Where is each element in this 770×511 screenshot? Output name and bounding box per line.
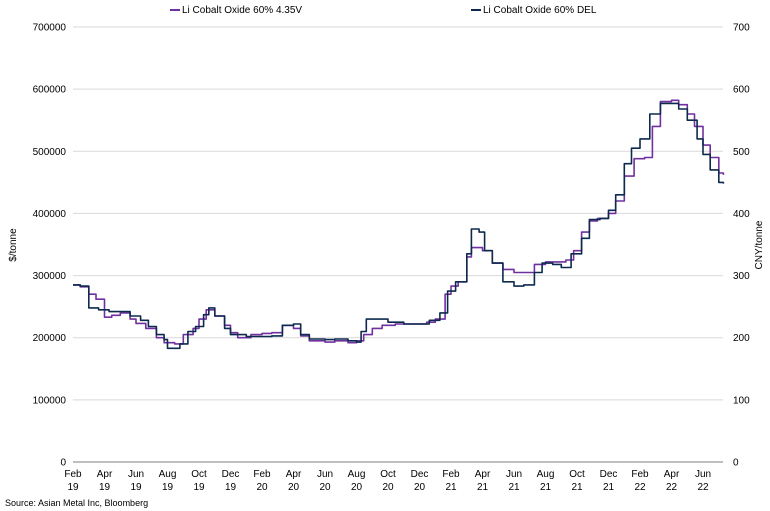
x-tick-year: 19 — [67, 482, 79, 493]
x-tick-year: 21 — [445, 482, 457, 493]
legend-label-series-2: Li Cobalt Oxide 60% DEL — [483, 5, 597, 16]
legend: Li Cobalt Oxide 60% 4.35V Li Cobalt Oxid… — [170, 5, 597, 16]
y-left-tick-label: 300000 — [33, 271, 67, 282]
y-left-tick-label: 100000 — [33, 395, 67, 406]
gridlines — [73, 26, 723, 463]
x-tick-month: Jun — [128, 469, 144, 480]
x-tick-month: Aug — [348, 469, 366, 480]
x-tick-year: 21 — [571, 482, 583, 493]
x-tick-month: Oct — [569, 469, 585, 480]
x-tick-year: 22 — [666, 482, 678, 493]
x-tick-year: 20 — [414, 482, 426, 493]
y-right-tick-label: 100 — [733, 395, 750, 406]
x-tick-year: 19 — [99, 482, 111, 493]
series-lines — [73, 99, 725, 350]
y-right-tick-label: 0 — [733, 458, 739, 469]
series-line-2 — [73, 102, 725, 350]
y-axis-right-title: CNY/tonne — [754, 220, 765, 269]
x-tick-year: 20 — [382, 482, 394, 493]
x-tick-year: 19 — [193, 482, 205, 493]
y-right-tick-label: 500 — [733, 147, 750, 158]
x-tick-month: Feb — [631, 469, 649, 480]
x-tick-month: Aug — [159, 469, 177, 480]
legend-label-series-1: Li Cobalt Oxide 60% 4.35V — [182, 5, 302, 16]
y-left-tick-label: 500000 — [33, 147, 67, 158]
x-tick-year: 21 — [477, 482, 489, 493]
x-tick-month: Jun — [506, 469, 522, 480]
x-tick-month: Jun — [695, 469, 711, 480]
x-tick-month: Dec — [600, 469, 618, 480]
x-tick-month: Oct — [380, 469, 396, 480]
x-tick-year: 22 — [697, 482, 709, 493]
x-tick-month: Apr — [475, 469, 491, 480]
x-tick-year: 19 — [130, 482, 142, 493]
x-tick-month: Apr — [286, 469, 302, 480]
y-right-tick-label: 600 — [733, 85, 750, 96]
y-left-tick-label: 200000 — [33, 333, 67, 344]
x-tick-year: 19 — [162, 482, 174, 493]
x-tick-year: 20 — [319, 482, 331, 493]
x-tick-month: Feb — [253, 469, 271, 480]
series-line-1 — [73, 99, 725, 345]
x-axis: Feb 19 Apr 19 Jun 19 Aug 19 Oct 19 Dec 19 Feb 20 Apr 20… — [64, 469, 711, 493]
x-tick-month: Oct — [191, 469, 207, 480]
x-tick-month: Aug — [537, 469, 555, 480]
x-tick-year: 20 — [288, 482, 300, 493]
y-right-tick-label: 700 — [733, 23, 750, 34]
y-right-tick-label: 400 — [733, 209, 750, 220]
x-tick-month: Feb — [64, 469, 82, 480]
x-tick-year: 21 — [603, 482, 615, 493]
x-tick-month: Dec — [411, 469, 429, 480]
y-left-tick-label: 700000 — [33, 23, 67, 34]
y-left-tick-label: 0 — [60, 458, 66, 469]
x-tick-year: 21 — [540, 482, 552, 493]
y-left-tick-label: 400000 — [33, 209, 67, 220]
y-axis-right: 0 100 200 300 400 500 600 700 — [733, 23, 750, 469]
x-tick-year: 20 — [351, 482, 363, 493]
y-right-tick-label: 300 — [733, 271, 750, 282]
y-left-tick-label: 600000 — [33, 85, 67, 96]
source-note: Source: Asian Metal Inc, Bloomberg — [5, 498, 149, 508]
x-tick-month: Jun — [317, 469, 333, 480]
x-tick-month: Feb — [442, 469, 460, 480]
x-tick-month: Dec — [222, 469, 240, 480]
x-tick-month: Apr — [664, 469, 680, 480]
y-axis-left-title: $/tonne — [8, 228, 19, 262]
x-tick-year: 21 — [508, 482, 520, 493]
y-right-tick-label: 200 — [733, 333, 750, 344]
x-tick-year: 22 — [634, 482, 646, 493]
x-tick-month: Apr — [97, 469, 113, 480]
y-axis-left: 0 100000 200000 300000 400000 500000 600000 700… — [33, 23, 67, 469]
x-tick-year: 19 — [225, 482, 237, 493]
x-tick-year: 20 — [256, 482, 268, 493]
